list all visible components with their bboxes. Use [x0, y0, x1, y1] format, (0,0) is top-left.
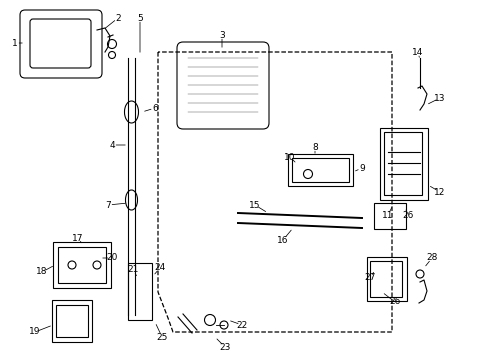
Bar: [379, 128, 427, 200]
Text: 16: 16: [277, 235, 288, 244]
Text: 19: 19: [29, 328, 41, 337]
Text: 9: 9: [358, 163, 364, 172]
Text: 10: 10: [284, 153, 295, 162]
Text: 25: 25: [156, 333, 167, 342]
Text: 26: 26: [388, 297, 400, 306]
Text: 6: 6: [152, 104, 158, 113]
Bar: [128, 263, 152, 320]
Text: 24: 24: [154, 264, 165, 273]
Bar: [58, 247, 106, 283]
Text: 26: 26: [402, 211, 413, 220]
Text: 21: 21: [127, 266, 139, 274]
Text: 13: 13: [433, 94, 445, 103]
Bar: [53, 242, 111, 288]
Bar: [56, 305, 88, 337]
Text: 20: 20: [106, 253, 118, 262]
Text: 12: 12: [433, 188, 445, 197]
Bar: [291, 158, 348, 182]
Text: 7: 7: [105, 201, 111, 210]
Text: 15: 15: [249, 201, 260, 210]
Bar: [383, 132, 421, 195]
Text: 1: 1: [12, 39, 18, 48]
Text: 23: 23: [219, 342, 230, 351]
Text: 17: 17: [72, 234, 83, 243]
Text: 4: 4: [109, 140, 115, 149]
Text: 18: 18: [36, 267, 48, 276]
Bar: [287, 154, 352, 186]
Bar: [373, 203, 405, 229]
Text: 5: 5: [137, 14, 142, 23]
Bar: [52, 300, 92, 342]
Text: 2: 2: [115, 14, 121, 23]
Bar: [369, 261, 401, 297]
Text: 8: 8: [311, 143, 317, 152]
Bar: [366, 257, 406, 301]
Text: 22: 22: [236, 320, 247, 329]
Text: 28: 28: [426, 253, 437, 262]
Text: 11: 11: [382, 211, 393, 220]
Text: 3: 3: [219, 31, 224, 40]
Text: 14: 14: [411, 48, 423, 57]
Text: 27: 27: [364, 274, 375, 283]
